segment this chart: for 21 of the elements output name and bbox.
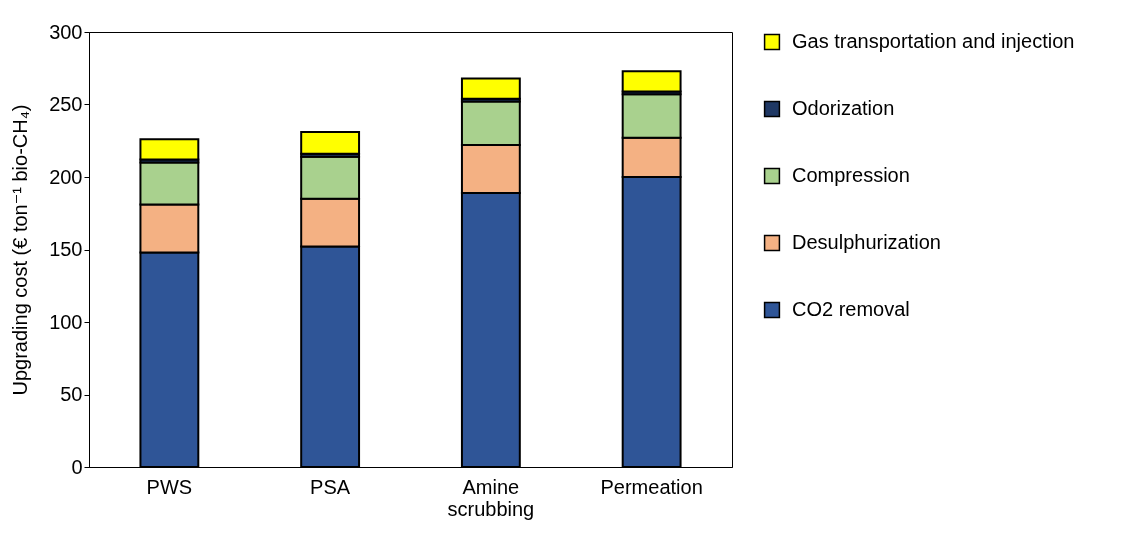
x-tick-label: PWS [146, 475, 193, 498]
y-tick-label: 100 [49, 310, 83, 333]
legend-label: Odorization [792, 97, 895, 119]
legend-label: Compression [792, 164, 910, 186]
bar [621, 70, 682, 93]
bar [460, 77, 521, 100]
x-tick-label: PSA [310, 475, 351, 498]
bar [300, 131, 361, 155]
legend-label: Gas transportation and injection [792, 30, 1075, 52]
y-tick-label: 200 [49, 165, 83, 188]
y-tick-label: 0 [71, 455, 83, 478]
y-tick-label: 150 [49, 238, 83, 260]
x-tick-label: Amine scrubbing [447, 475, 535, 520]
y-tick-label: 50 [60, 383, 83, 405]
y-tick-label: 250 [49, 93, 83, 115]
legend-label: Desulphurization [792, 231, 941, 253]
bar [139, 138, 200, 161]
legend-label: CO2 removal [792, 298, 910, 320]
y-tick-label: 300 [49, 20, 83, 43]
y-axis-title: Upgrading cost (€ ton⁻¹ bio-CH₄) [9, 104, 32, 396]
x-tick-label: Permeation [600, 475, 703, 498]
